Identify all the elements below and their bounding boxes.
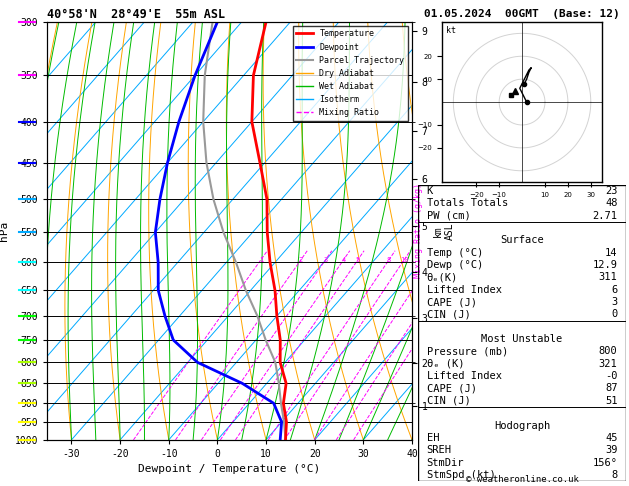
- Text: SREH: SREH: [426, 445, 452, 455]
- Text: CIN (J): CIN (J): [426, 310, 470, 319]
- Text: CAPE (J): CAPE (J): [426, 297, 477, 307]
- Text: kt: kt: [447, 26, 457, 35]
- Text: 4: 4: [342, 257, 346, 262]
- Text: 321: 321: [599, 359, 618, 369]
- Text: Dewp (°C): Dewp (°C): [426, 260, 483, 270]
- Text: 14: 14: [605, 248, 618, 258]
- Text: 0: 0: [611, 310, 618, 319]
- Text: Mixing Ratio (g/kg): Mixing Ratio (g/kg): [414, 183, 423, 278]
- Text: Temp (°C): Temp (°C): [426, 248, 483, 258]
- Text: 800: 800: [599, 347, 618, 356]
- Text: 87: 87: [605, 383, 618, 394]
- Text: StmSpd (kt): StmSpd (kt): [426, 470, 496, 480]
- Text: 12.9: 12.9: [593, 260, 618, 270]
- Text: Lifted Index: Lifted Index: [426, 285, 501, 295]
- Text: 1: 1: [259, 257, 263, 262]
- Text: Lifted Index: Lifted Index: [426, 371, 501, 381]
- Text: 48: 48: [605, 198, 618, 208]
- Text: CIN (J): CIN (J): [426, 396, 470, 406]
- Text: Surface: Surface: [500, 235, 544, 245]
- Text: 01.05.2024  00GMT  (Base: 12): 01.05.2024 00GMT (Base: 12): [424, 9, 620, 19]
- Text: 311: 311: [599, 272, 618, 282]
- Text: 40°58'N  28°49'E  55m ASL: 40°58'N 28°49'E 55m ASL: [47, 8, 225, 21]
- Text: 5: 5: [356, 257, 360, 262]
- Text: Hodograph: Hodograph: [494, 420, 550, 431]
- Text: 156°: 156°: [593, 458, 618, 468]
- Text: CAPE (J): CAPE (J): [426, 383, 477, 394]
- Text: StmDir: StmDir: [426, 458, 464, 468]
- X-axis label: Dewpoint / Temperature (°C): Dewpoint / Temperature (°C): [138, 465, 321, 474]
- Text: Most Unstable: Most Unstable: [481, 334, 563, 344]
- Text: θₑ(K): θₑ(K): [426, 272, 458, 282]
- Text: 2.71: 2.71: [593, 210, 618, 221]
- Text: 8: 8: [387, 257, 391, 262]
- Text: 6: 6: [611, 285, 618, 295]
- Text: K: K: [426, 186, 433, 196]
- Y-axis label: km
ASL: km ASL: [433, 222, 455, 240]
- Text: 2: 2: [299, 257, 303, 262]
- Text: 3: 3: [611, 297, 618, 307]
- Text: 23: 23: [605, 186, 618, 196]
- Text: Pressure (mb): Pressure (mb): [426, 347, 508, 356]
- Text: PW (cm): PW (cm): [426, 210, 470, 221]
- Text: 8: 8: [611, 470, 618, 480]
- Text: θₑ (K): θₑ (K): [426, 359, 464, 369]
- Text: © weatheronline.co.uk: © weatheronline.co.uk: [465, 474, 579, 484]
- Text: 3: 3: [323, 257, 328, 262]
- Text: 39: 39: [605, 445, 618, 455]
- Text: 10: 10: [400, 257, 409, 262]
- Text: 45: 45: [605, 433, 618, 443]
- Y-axis label: hPa: hPa: [0, 221, 9, 241]
- Text: -0: -0: [605, 371, 618, 381]
- Text: 51: 51: [605, 396, 618, 406]
- Legend: Temperature, Dewpoint, Parcel Trajectory, Dry Adiabat, Wet Adiabat, Isotherm, Mi: Temperature, Dewpoint, Parcel Trajectory…: [293, 26, 408, 121]
- Text: EH: EH: [426, 433, 439, 443]
- Text: Totals Totals: Totals Totals: [426, 198, 508, 208]
